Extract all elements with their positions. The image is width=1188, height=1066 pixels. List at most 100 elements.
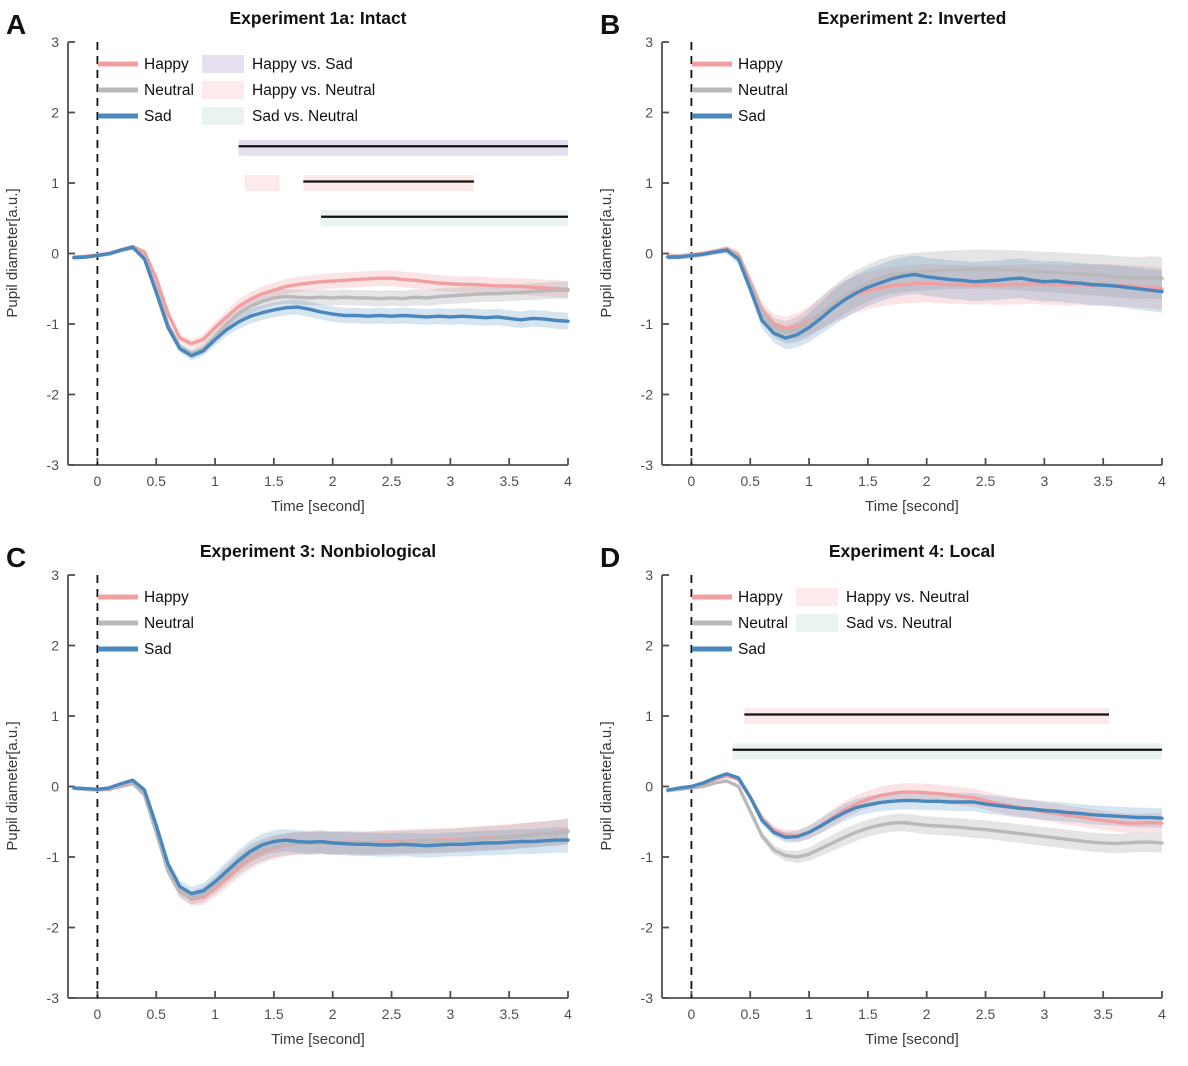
x-tick-label: 3 — [1040, 473, 1048, 489]
x-tick-label: 3 — [446, 1006, 454, 1022]
series-happy-line — [72, 244, 570, 346]
x-tick-label: 1 — [211, 473, 219, 489]
legend-label-happy: Happy — [144, 56, 189, 73]
legend-patch-label-happy-vs-neutral: Happy vs. Neutral — [252, 82, 375, 99]
series-neutral-band — [73, 246, 569, 359]
sig-band-happy-vs-neutral — [303, 175, 474, 191]
x-axis-label: Time [second] — [271, 1031, 365, 1048]
y-tick-label: 3 — [645, 567, 653, 583]
legend-label-neutral: Neutral — [144, 615, 194, 632]
y-tick-label: -2 — [641, 387, 654, 403]
legend: Happy Neutral Sad — [98, 589, 194, 658]
x-tick-label: 3.5 — [499, 1006, 519, 1022]
x-tick-label: 1 — [805, 473, 813, 489]
panel-letter: A — [6, 9, 26, 40]
legend: Happy Neutral Sad Happy vs. Sad Happy vs. Ne… — [98, 55, 375, 125]
panel-b-chart: B Experiment 2: Inverted Time [second] P… — [598, 8, 1166, 515]
series-happy-band — [667, 774, 1162, 842]
x-tick-label: 4 — [1158, 1006, 1166, 1022]
x-tick-label: 0 — [688, 473, 696, 489]
x-tick-label: 1.5 — [264, 473, 284, 489]
legend-patch-happy-vs-sad — [202, 55, 244, 73]
sig-band-happy-vs-sad — [238, 139, 568, 156]
x-tick-label: 2.5 — [382, 473, 402, 489]
series-sad-line — [666, 248, 1164, 340]
x-axis-label: Time [second] — [865, 1031, 959, 1048]
legend-label-neutral: Neutral — [738, 82, 788, 99]
y-tick-label: 1 — [645, 708, 653, 724]
y-tick-label: -2 — [47, 387, 60, 403]
y-tick-label: -3 — [641, 457, 654, 473]
y-tick-label: 1 — [645, 175, 653, 191]
x-tick-label: 1.5 — [858, 1006, 878, 1022]
x-tick-label: 1 — [211, 1006, 219, 1022]
x-tick-label: 3.5 — [499, 473, 519, 489]
series-neutral-band — [667, 779, 1162, 863]
legend-patch-sad-vs-neutral — [202, 107, 244, 125]
legend: Happy Neutral Sad Happy vs. Neutral Sad vs. … — [692, 588, 969, 658]
y-axis-label: Pupil diameter[a.u.] — [4, 188, 21, 317]
x-tick-label: 3 — [1040, 1006, 1048, 1022]
panel-a-chart: A Experiment 1a: Intact Time [second] Pu… — [4, 8, 573, 515]
x-tick-label: 0.5 — [147, 1006, 167, 1022]
series-neutral-line — [666, 779, 1164, 859]
x-tick-label: 2 — [329, 473, 337, 489]
plot-area: -3 -2 -1 0 1 2 3 0 0.5 1 1.5 2 2.5 3 3.5 4 Happy Neutral S… — [47, 34, 573, 489]
panel-letter: C — [6, 542, 26, 573]
y-axis-label: Pupil diameter[a.u.] — [598, 721, 615, 850]
panel-letter: D — [600, 542, 620, 573]
y-axis-label: Pupil diameter[a.u.] — [4, 721, 21, 850]
legend-label-happy: Happy — [144, 589, 189, 606]
y-tick-label: 2 — [645, 638, 653, 654]
x-tick-label: 0.5 — [741, 1006, 761, 1022]
series-sad-line — [666, 772, 1164, 839]
x-tick-label: 2 — [923, 1006, 931, 1022]
legend-label-sad: Sad — [738, 641, 766, 658]
panel-b: B Experiment 2: Inverted Time [second] P… — [594, 0, 1188, 533]
y-tick-label: 2 — [645, 105, 653, 121]
x-tick-label: 0 — [688, 1006, 696, 1022]
x-tick-label: 2.5 — [382, 1006, 402, 1022]
legend-label-sad: Sad — [144, 641, 172, 658]
x-tick-label: 0 — [94, 1006, 102, 1022]
y-tick-label: 0 — [51, 246, 59, 262]
plot-area: -3 -2 -1 0 1 2 3 0 0.5 1 1.5 2 2.5 3 3.5 4 Happy Neutral S… — [641, 567, 1167, 1022]
y-tick-label: 0 — [645, 779, 653, 795]
y-tick-label: -1 — [641, 849, 654, 865]
x-tick-label: 1.5 — [858, 473, 878, 489]
y-tick-label: 3 — [645, 34, 653, 50]
panel-a: A Experiment 1a: Intact Time [second] Pu… — [0, 0, 594, 533]
y-tick-label: 0 — [645, 246, 653, 262]
legend-label-neutral: Neutral — [144, 82, 194, 99]
legend: Happy Neutral Sad — [692, 56, 788, 125]
series-sad-band — [667, 772, 1162, 843]
x-tick-label: 2 — [329, 1006, 337, 1022]
panel-title: Experiment 1a: Intact — [230, 8, 407, 28]
y-tick-label: -3 — [47, 457, 60, 473]
x-tick-label: 2.5 — [976, 1006, 996, 1022]
x-tick-label: 3 — [446, 473, 454, 489]
x-tick-label: 1.5 — [264, 1006, 284, 1022]
sig-band-sad-vs-neutral — [732, 743, 1162, 760]
panel-d-chart: D Experiment 4: Local Time [second] Pupi… — [598, 541, 1167, 1048]
plot-area: -3 -2 -1 0 1 2 3 0 0.5 1 1.5 2 2.5 3 3.5 4 Happy Neutral S… — [47, 567, 573, 1022]
legend-patch-sad-vs-neutral — [796, 614, 838, 632]
y-tick-label: 3 — [51, 34, 59, 50]
y-tick-label: 1 — [51, 175, 59, 191]
y-tick-label: 0 — [51, 779, 59, 795]
x-tick-label: 0.5 — [741, 473, 761, 489]
y-axis-label: Pupil diameter[a.u.] — [598, 188, 615, 317]
x-tick-label: 4 — [1158, 473, 1166, 489]
x-tick-label: 0.5 — [147, 473, 167, 489]
legend-label-neutral: Neutral — [738, 615, 788, 632]
legend-patch-label-sad-vs-neutral: Sad vs. Neutral — [252, 108, 358, 125]
y-tick-label: -3 — [47, 990, 60, 1006]
legend-patch-label-happy-vs-sad: Happy vs. Sad — [252, 56, 353, 73]
series-sad-band — [73, 778, 569, 901]
legend-label-happy: Happy — [738, 589, 783, 606]
panel-letter: B — [600, 9, 620, 40]
y-tick-label: -2 — [47, 920, 60, 936]
y-tick-label: 2 — [51, 638, 59, 654]
panel-c-chart: C Experiment 3: Nonbiological Time [seco… — [4, 541, 573, 1048]
